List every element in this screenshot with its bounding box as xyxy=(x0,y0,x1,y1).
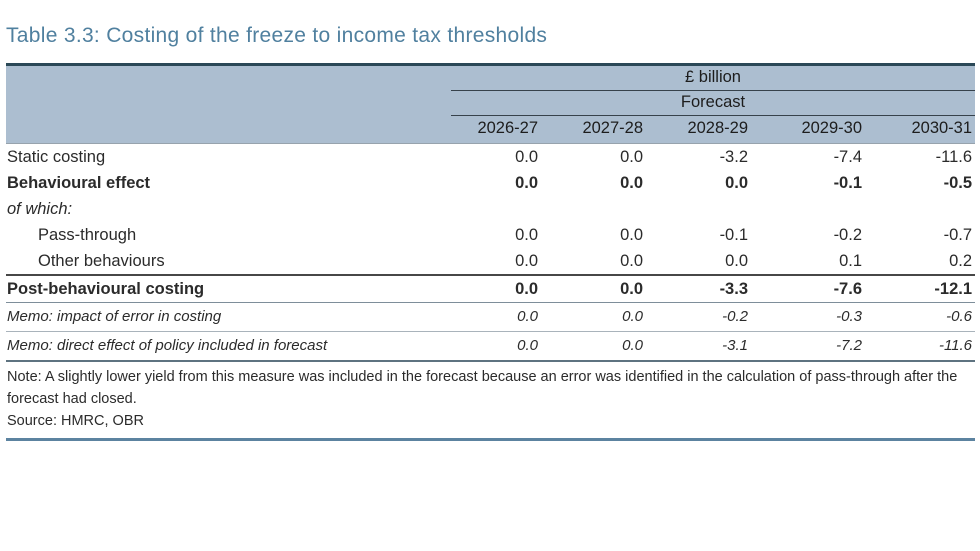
year-header-row: 2026-27 2027-28 2028-29 2029-30 2030-31 xyxy=(6,115,976,144)
value-cell: -0.2 xyxy=(833,226,862,244)
value-cell: -12.1 xyxy=(865,274,976,303)
table-row: Memo: impact of error in costing 0.0 0.0 -0… xyxy=(6,302,976,332)
row-label: Behavioural effect xyxy=(7,174,151,192)
value-cell: 0.0 xyxy=(620,148,643,166)
value-cell xyxy=(646,196,751,222)
row-label: of which: xyxy=(7,200,73,218)
value-cell: 0.0 xyxy=(541,331,646,362)
value-cell: -0.1 xyxy=(719,226,748,244)
report-page: Table 3.3: Costing of the freeze to inco… xyxy=(6,24,976,441)
costing-table: £ billion Forecast 2026-27 2027-28 2028-29… xyxy=(6,63,976,362)
value-cell: 0.1 xyxy=(839,252,862,270)
value-cell: -3.3 xyxy=(646,274,751,303)
table-note: Note: A slightly lower yield from this m… xyxy=(7,369,958,407)
header-spacer xyxy=(6,65,451,91)
value-cell: -0.5 xyxy=(943,174,973,192)
value-cell: -0.7 xyxy=(943,226,973,244)
row-label: Other behaviours xyxy=(38,252,165,270)
table-header: £ billion Forecast 2026-27 2027-28 2028-29… xyxy=(6,64,976,144)
value-cell: 0.0 xyxy=(725,174,748,192)
header-spacer xyxy=(6,115,451,144)
value-cell: 0.0 xyxy=(451,302,541,332)
value-cell: -11.6 xyxy=(865,331,976,362)
value-cell: -11.6 xyxy=(935,148,973,166)
header-spacer xyxy=(6,91,451,116)
table-row: of which: xyxy=(6,196,975,222)
table-body: Static costing 0.0 0.0 -3.2 -7.4 -11.6 Behavio… xyxy=(6,144,976,362)
column-header: 2026-27 xyxy=(451,115,541,144)
table-row: Other behaviours 0.0 0.0 0.0 0.1 0.2 xyxy=(6,248,975,275)
value-cell xyxy=(751,196,865,222)
value-cell: 0.0 xyxy=(451,331,541,362)
value-cell: 0.0 xyxy=(515,174,538,192)
value-cell: -0.1 xyxy=(833,174,862,192)
row-label: Pass-through xyxy=(38,226,137,244)
column-header: 2027-28 xyxy=(541,115,646,144)
value-cell: -7.6 xyxy=(751,274,865,303)
value-cell: 0.0 xyxy=(515,226,538,244)
value-cell: 0.0 xyxy=(620,252,643,270)
table-row: Behavioural effect 0.0 0.0 0.0 -0.1 -0.5 xyxy=(6,170,975,196)
unit-row: £ billion xyxy=(6,64,976,91)
value-cell: 0.0 xyxy=(725,252,748,270)
value-cell: 0.0 xyxy=(620,226,643,244)
table-row: Post-behavioural costing 0.0 0.0 -3.3 -7.6 -1… xyxy=(6,274,976,303)
forecast-label: Forecast xyxy=(451,90,976,116)
value-cell: -7.2 xyxy=(751,331,865,362)
value-cell xyxy=(451,196,541,222)
value-cell: 0.2 xyxy=(949,252,973,270)
table-row: Pass-through 0.0 0.0 -0.1 -0.2 -0.7 xyxy=(6,222,975,248)
value-cell: 0.0 xyxy=(541,274,646,303)
unit-label: £ billion xyxy=(451,64,976,91)
value-cell xyxy=(865,196,975,222)
value-cell: -0.6 xyxy=(865,302,976,332)
note-block: Note: A slightly lower yield from this m… xyxy=(6,362,975,441)
column-header: 2028-29 xyxy=(646,115,751,144)
row-label: Memo: direct effect of policy included i… xyxy=(6,331,451,362)
value-cell: -0.2 xyxy=(646,302,751,332)
forecast-row: Forecast xyxy=(6,90,976,116)
value-cell: -3.2 xyxy=(719,148,748,166)
row-label: Static costing xyxy=(7,148,106,166)
column-header: 2030-31 xyxy=(865,115,976,144)
table-title: Table 3.3: Costing of the freeze to inco… xyxy=(6,24,548,47)
row-label: Post-behavioural costing xyxy=(6,274,451,303)
value-cell xyxy=(541,196,646,222)
value-cell: -3.1 xyxy=(646,331,751,362)
value-cell: -7.4 xyxy=(833,148,862,166)
value-cell: 0.0 xyxy=(451,274,541,303)
value-cell: 0.0 xyxy=(620,174,643,192)
row-label: Memo: impact of error in costing xyxy=(6,302,451,332)
value-cell: -0.3 xyxy=(751,302,865,332)
value-cell: 0.0 xyxy=(515,148,538,166)
value-cell: 0.0 xyxy=(515,252,538,270)
value-cell: 0.0 xyxy=(541,302,646,332)
table-row: Memo: direct effect of policy included i… xyxy=(6,331,976,362)
table-row: Static costing 0.0 0.0 -3.2 -7.4 -11.6 xyxy=(6,144,975,171)
table-source: Source: HMRC, OBR xyxy=(7,413,144,429)
column-header: 2029-30 xyxy=(751,115,865,144)
